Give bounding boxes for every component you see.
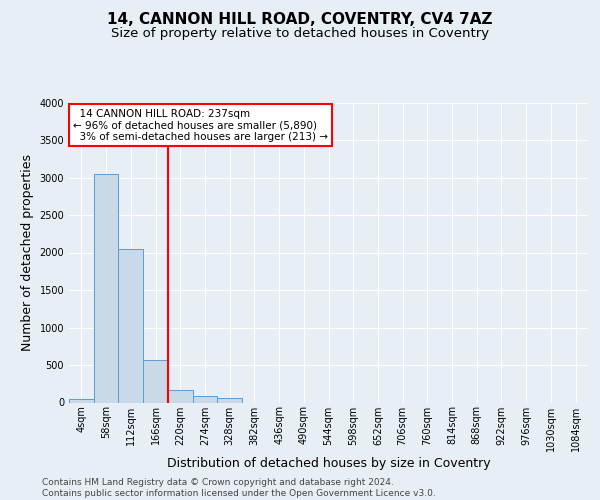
Bar	[217, 398, 242, 402]
Bar	[118, 249, 143, 402]
Bar	[143, 360, 168, 403]
Bar	[94, 174, 118, 402]
Text: 14 CANNON HILL ROAD: 237sqm
← 96% of detached houses are smaller (5,890)
  3% of: 14 CANNON HILL ROAD: 237sqm ← 96% of det…	[73, 108, 328, 142]
Text: Contains HM Land Registry data © Crown copyright and database right 2024.
Contai: Contains HM Land Registry data © Crown c…	[42, 478, 436, 498]
Text: 14, CANNON HILL ROAD, COVENTRY, CV4 7AZ: 14, CANNON HILL ROAD, COVENTRY, CV4 7AZ	[107, 12, 493, 28]
Text: Size of property relative to detached houses in Coventry: Size of property relative to detached ho…	[111, 28, 489, 40]
X-axis label: Distribution of detached houses by size in Coventry: Distribution of detached houses by size …	[167, 458, 490, 470]
Bar	[69, 399, 94, 402]
Y-axis label: Number of detached properties: Number of detached properties	[21, 154, 34, 351]
Bar	[168, 390, 193, 402]
Bar	[193, 396, 217, 402]
